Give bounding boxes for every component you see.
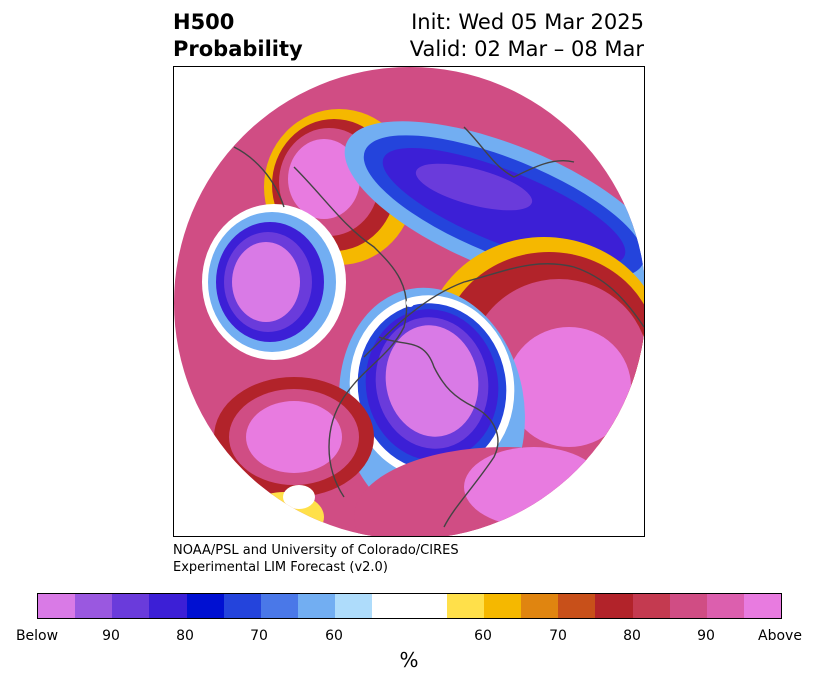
colorbar-segment <box>409 594 447 618</box>
colorbar-unit: % <box>399 648 419 672</box>
colorbar-tick-label: Above <box>758 628 802 644</box>
colorbar-segment <box>223 594 261 618</box>
colorbar-tick-label: Below <box>15 628 59 644</box>
probability-map <box>173 66 645 537</box>
colorbar-segment <box>521 594 559 618</box>
colorbar-segment <box>558 594 596 618</box>
colorbar-tick-label: 80 <box>623 628 641 644</box>
north-pole-marker <box>406 299 414 307</box>
colorbar-tick-label: 60 <box>474 628 492 644</box>
colorbar-segment <box>632 594 670 618</box>
colorbar-segment <box>260 594 299 618</box>
credit-text: NOAA/PSL and University of Colorado/CIRE… <box>173 542 459 576</box>
colorbar-segment <box>483 594 522 618</box>
colorbar-segment <box>298 594 336 618</box>
colorbar-tick-label: 70 <box>549 628 567 644</box>
colorbar-tick-label: 60 <box>325 628 343 644</box>
polar-map-svg <box>174 67 644 536</box>
probability-colorbar <box>37 593 782 619</box>
title-block-right: Init: Wed 05 Mar 2025 Valid: 02 Mar – 08… <box>410 9 644 63</box>
colorbar-segment <box>446 594 484 618</box>
product-title: Probability <box>173 37 303 61</box>
title-block-left: H500 Probability <box>173 9 303 63</box>
colorbar-segment <box>335 594 373 618</box>
colorbar-segment <box>372 594 410 618</box>
colorbar-tick-label: 90 <box>697 628 715 644</box>
anomaly-east-low <box>628 417 644 477</box>
field-title: H500 <box>173 10 235 34</box>
colorbar-segment <box>669 594 707 618</box>
credit-line-1: NOAA/PSL and University of Colorado/CIRE… <box>173 543 459 558</box>
colorbar-segment <box>112 594 150 618</box>
colorbar-tick-label: 80 <box>176 628 194 644</box>
colorbar-tick-label: 70 <box>250 628 268 644</box>
colorbar-segment <box>75 594 113 618</box>
init-date: Init: Wed 05 Mar 2025 <box>411 10 644 34</box>
colorbar-segment <box>38 594 76 618</box>
colorbar-tick-label: 90 <box>102 628 120 644</box>
valid-range: Valid: 02 Mar – 08 Mar <box>409 37 644 61</box>
colorbar-segment <box>706 594 744 618</box>
forecast-field <box>174 67 644 536</box>
colorbar-segment <box>595 594 633 618</box>
colorbar-segment <box>149 594 187 618</box>
credit-line-2: Experimental LIM Forecast (v2.0) <box>173 560 388 575</box>
anomaly-west-low <box>202 204 346 360</box>
anomaly-southwest-high <box>214 377 374 497</box>
colorbar-segment <box>186 594 224 618</box>
colorbar-segment <box>743 594 782 618</box>
